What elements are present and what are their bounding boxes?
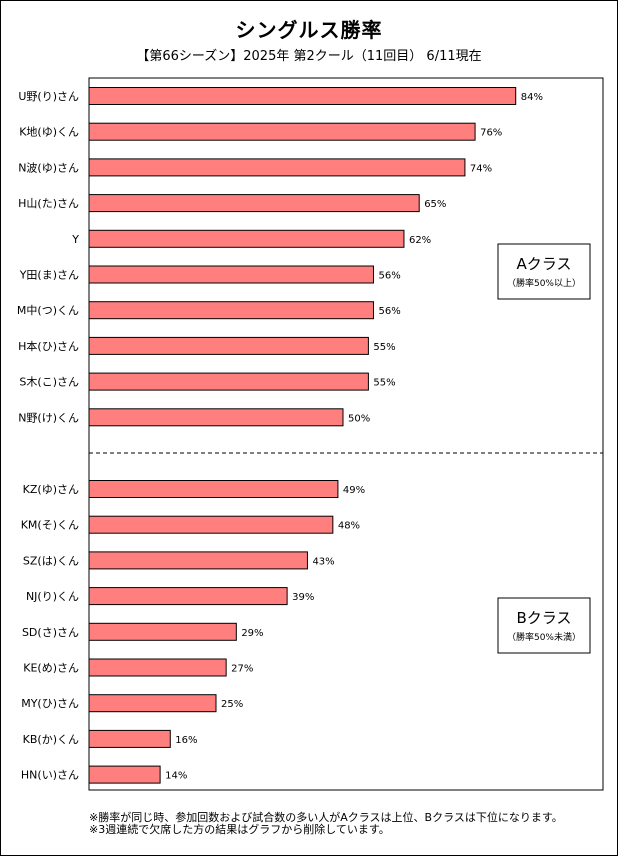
value-label: 14% xyxy=(165,771,187,782)
bar xyxy=(88,480,339,498)
chart-title: シングルス勝率 xyxy=(235,18,383,42)
value-label: 50% xyxy=(348,413,370,424)
footnotes: ※勝率が同じ時、参加回数および試合数の多い人がAクラスは上位、Bクラスは下位にな… xyxy=(89,812,563,836)
category-label: M中(つ)くん xyxy=(17,304,79,317)
class-legend-note: （勝率50%以上） xyxy=(507,277,581,289)
value-label: 62% xyxy=(409,235,431,246)
value-label: 84% xyxy=(521,92,543,103)
bar xyxy=(88,658,227,677)
value-label: 76% xyxy=(480,128,502,139)
value-label: 56% xyxy=(378,306,400,317)
value-label: 27% xyxy=(231,664,253,675)
category-label: KB(か)くん xyxy=(23,733,79,746)
category-label: S木(こ)さん xyxy=(19,376,79,389)
category-label: HN(い)さん xyxy=(21,769,79,782)
bar xyxy=(88,515,334,534)
bar xyxy=(88,622,237,641)
value-label: 16% xyxy=(175,735,197,746)
category-label: N野(け)くん xyxy=(18,411,79,424)
category-label: N波(ゆ)さん xyxy=(18,161,79,174)
value-label: 29% xyxy=(241,628,263,639)
bar xyxy=(88,265,374,284)
category-label: H本(ひ)さん xyxy=(18,339,79,353)
category-label: H山(た)さん xyxy=(18,197,79,210)
category-label: K地(ゆ)くん xyxy=(19,126,79,139)
class-legend-name: Bクラス xyxy=(517,609,572,627)
class-legend-note: （勝率50%未満） xyxy=(507,631,581,643)
bar xyxy=(88,372,369,391)
category-label: MY(ひ)さん xyxy=(21,697,79,710)
bar xyxy=(88,765,161,784)
category-label: Y田(ま)さん xyxy=(19,269,79,282)
bar xyxy=(88,301,374,320)
class-legend-box xyxy=(497,597,591,654)
bar xyxy=(88,694,217,713)
chart-subtitle: 【第66シーズン】2025年 第2クール（11回目） 6/11現在 xyxy=(136,49,482,64)
category-label: NJ(り)くん xyxy=(26,590,79,603)
value-label: 55% xyxy=(373,378,395,389)
value-label: 56% xyxy=(378,271,400,282)
bar xyxy=(88,336,369,355)
bar xyxy=(88,229,405,248)
category-label: KM(そ)くん xyxy=(21,519,79,532)
value-label: 25% xyxy=(221,699,243,710)
category-label: KE(め)さん xyxy=(23,662,79,675)
value-label: 55% xyxy=(373,342,395,353)
bar xyxy=(88,729,171,748)
value-label: 49% xyxy=(343,485,365,496)
bar xyxy=(88,194,420,213)
value-label: 65% xyxy=(424,199,446,210)
category-label: U野(り)さん xyxy=(18,90,79,103)
value-label: 39% xyxy=(292,592,314,603)
footnote-2: ※3週連続で欠席した方の結果はグラフから削除しています。 xyxy=(89,823,390,836)
bar xyxy=(88,87,517,105)
category-label: SZ(は)くん xyxy=(23,554,79,567)
bar xyxy=(88,122,476,141)
category-label: Y xyxy=(71,233,79,246)
class-legend-box xyxy=(497,243,591,300)
class-legend-name: Aクラス xyxy=(517,255,572,273)
footnote-1: ※勝率が同じ時、参加回数および試合数の多い人がAクラスは上位、Bクラスは下位にな… xyxy=(89,811,563,824)
bar xyxy=(88,408,344,427)
value-label: 43% xyxy=(312,556,334,567)
bar xyxy=(88,158,466,177)
plot-area xyxy=(88,77,604,791)
bar xyxy=(88,551,308,570)
value-label: 48% xyxy=(338,521,360,532)
category-label: KZ(ゆ)さん xyxy=(23,483,79,496)
category-label: SD(さ)さん xyxy=(22,626,79,639)
bar xyxy=(88,587,288,606)
value-label: 74% xyxy=(470,163,492,174)
